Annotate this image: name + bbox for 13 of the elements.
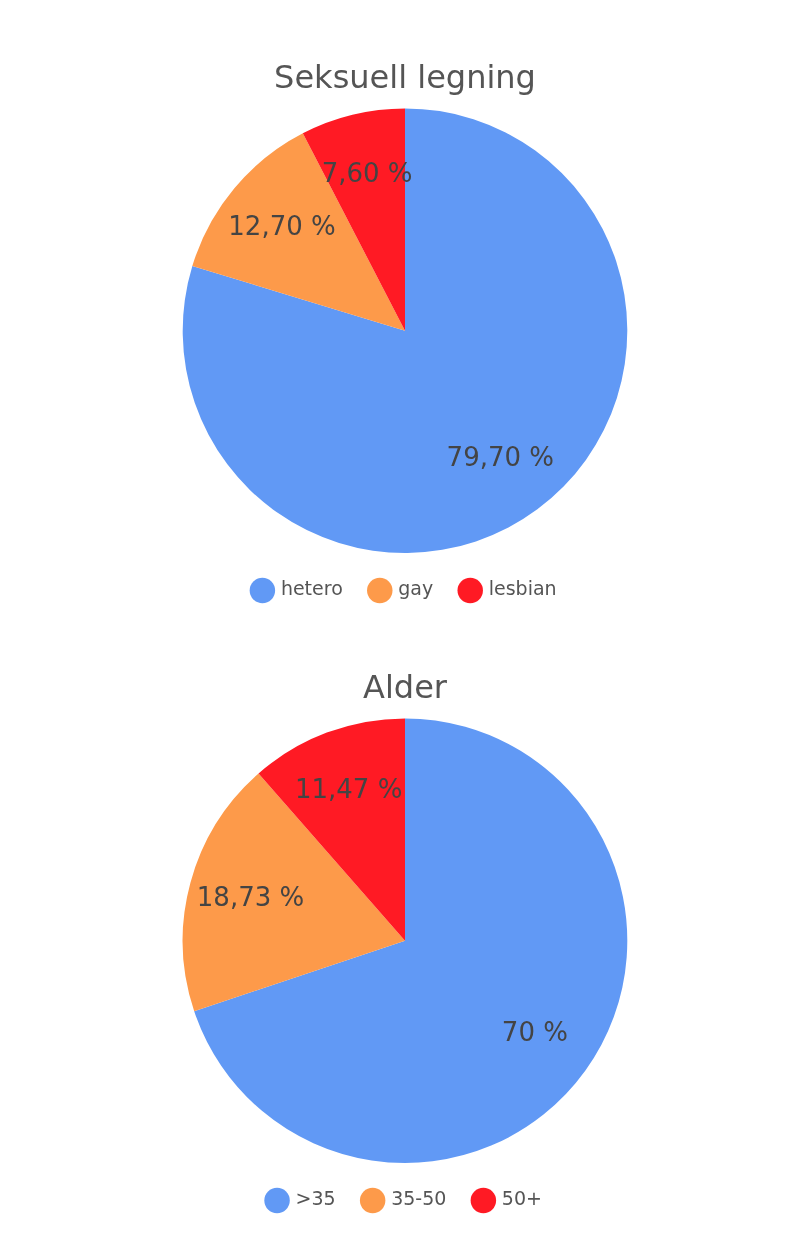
legend-label: hetero — [280, 577, 343, 600]
data-label: 11,47 % — [294, 773, 403, 804]
chart-title: Alder — [363, 667, 448, 706]
data-label: 12,70 % — [228, 211, 336, 242]
legend-label: 50+ — [501, 1187, 542, 1210]
chart-title: Seksuell legning — [274, 57, 536, 96]
legend-label: >35 — [295, 1187, 336, 1210]
data-label: 79,70 % — [446, 442, 554, 473]
data-label: 70 % — [501, 1016, 568, 1047]
legend-label: gay — [398, 577, 434, 600]
legend-label: lesbian — [488, 577, 557, 600]
data-label: 18,73 % — [196, 881, 305, 912]
legend-label: 35-50 — [391, 1187, 447, 1210]
